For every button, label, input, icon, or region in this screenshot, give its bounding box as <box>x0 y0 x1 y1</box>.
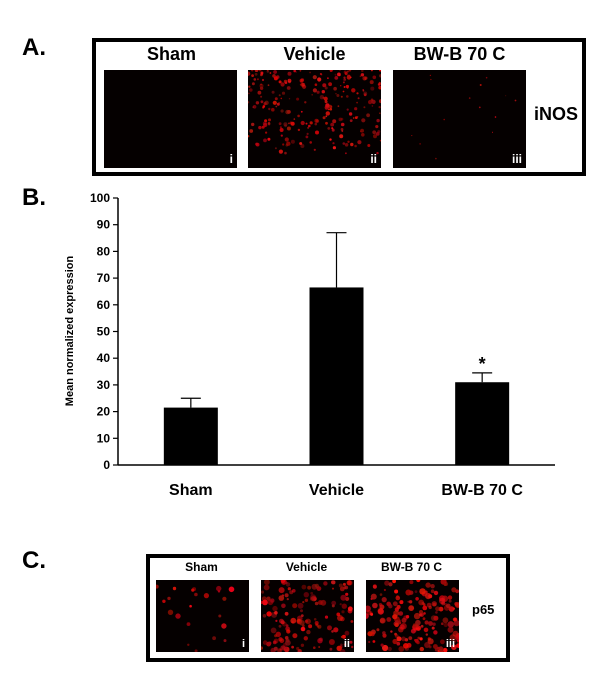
p65-vehicle-staining <box>261 580 354 652</box>
x-tick-labels: Sham Vehicle BW-B 70 C <box>169 482 523 499</box>
numeral-ii: ii <box>343 638 350 650</box>
panel-a-title-vehicle: Vehicle <box>283 44 346 64</box>
panel-a-title-bwb: BW-B 70 C <box>413 44 506 64</box>
y-tick-label: 90 <box>97 218 111 232</box>
x-tick-label: Sham <box>169 482 213 499</box>
panel-a-letter: A. <box>22 34 46 61</box>
panel-a-frame: Sham Vehicle BW-B 70 C i ii iii iNOS <box>92 38 586 176</box>
y-tick-label: 60 <box>97 298 111 312</box>
panel-b-letter: B. <box>22 184 46 211</box>
panel-c-title-bwb: BW-B 70 C <box>380 560 443 574</box>
iNOS-marker-label: iNOS <box>534 104 579 124</box>
x-tick-label: BW-B 70 C <box>441 482 523 499</box>
y-tick-label: 50 <box>97 325 111 339</box>
numeral-i: i <box>241 638 245 650</box>
p65-vehicle-micrograph: ii <box>261 580 354 652</box>
y-tick-label: 30 <box>97 378 111 392</box>
numeral-iii: iii <box>511 152 522 166</box>
iNOS-bwb-micrograph: iii <box>393 70 526 168</box>
numeral-i: i <box>229 152 233 166</box>
iNOS-sham-micrograph: i <box>104 70 237 168</box>
panel-a-title-sham: Sham <box>146 44 197 64</box>
panel-c-title-sham: Sham <box>185 560 218 574</box>
numeral-iii: iii <box>445 638 455 650</box>
p65-bwb-micrograph: iii <box>366 580 459 652</box>
panel-c-frame: Sham Vehicle BW-B 70 C i ii iii p65 <box>146 554 510 662</box>
y-tick-label: 40 <box>97 351 111 365</box>
bar-0 <box>163 407 218 465</box>
significance-marker: * <box>479 354 486 374</box>
iNOS-vehicle-micrograph: ii <box>248 70 381 168</box>
x-tick-label: Vehicle <box>309 482 364 499</box>
p65-sham-staining <box>156 584 235 652</box>
y-tick-label: 10 <box>97 431 111 445</box>
y-tick-label: 0 <box>103 458 110 472</box>
y-tick-label: 100 <box>90 191 110 205</box>
numeral-ii: ii <box>370 152 377 166</box>
p65-sham-micrograph: i <box>156 580 249 652</box>
bars: * <box>163 232 510 465</box>
y-tick-label: 80 <box>97 244 111 258</box>
bar-1 <box>309 287 364 465</box>
p65-marker-label: p65 <box>472 602 495 617</box>
iNOS-bwb-staining <box>411 74 517 160</box>
iNOS-vehicle-staining <box>248 70 381 155</box>
y-tick-label: 70 <box>97 271 111 285</box>
y-ticks: 0 10 20 30 40 50 60 70 80 90 100 <box>90 191 118 472</box>
p65-bwb-staining <box>366 580 459 652</box>
y-axis-label: Mean normalized expression <box>64 256 76 407</box>
bar-2 <box>455 382 510 465</box>
y-tick-label: 20 <box>97 405 111 419</box>
panel-c-title-vehicle: Vehicle <box>285 560 328 574</box>
bar-chart: 0 10 20 30 40 50 60 70 80 90 100 * Sham Vehicle BW-B… <box>64 191 555 499</box>
panel-c-letter: C. <box>22 547 46 574</box>
